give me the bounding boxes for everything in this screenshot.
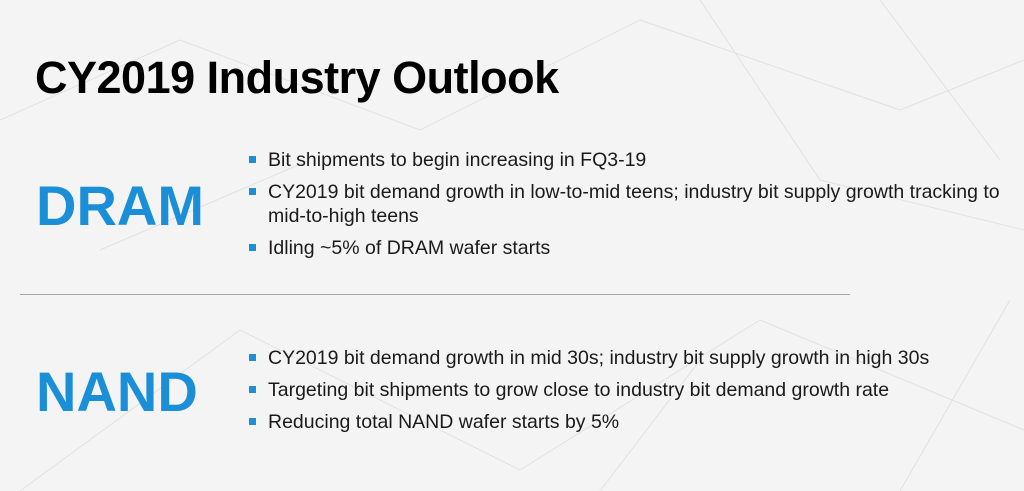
bullet-text: Idling ~5% of DRAM wafer starts <box>268 237 551 259</box>
section-divider <box>20 294 850 295</box>
nand-bullet: CY2019 bit demand growth in mid 30s; ind… <box>249 346 929 370</box>
nand-bullet: Targeting bit shipments to grow close to… <box>249 378 929 402</box>
bullet-square-icon <box>249 188 256 195</box>
bullet-square-icon <box>249 386 256 393</box>
bullet-text: Bit shipments to begin increasing in FQ3… <box>268 149 647 171</box>
bullet-square-icon <box>249 244 256 251</box>
bullet-text: Targeting bit shipments to grow close to… <box>268 379 890 401</box>
bullet-square-icon <box>249 418 256 425</box>
bullet-text: CY2019 bit demand growth in low-to-mid t… <box>268 181 1000 227</box>
bullet-text: CY2019 bit demand growth in mid 30s; ind… <box>268 347 930 369</box>
nand-bullet: Reducing total NAND wafer starts by 5% <box>249 410 929 434</box>
nand-heading: NAND <box>36 360 198 423</box>
bullet-text: Reducing total NAND wafer starts by 5% <box>268 411 620 433</box>
dram-bullet: Bit shipments to begin increasing in FQ3… <box>249 148 1024 172</box>
dram-bullet-list: Bit shipments to begin increasing in FQ3… <box>249 148 1024 268</box>
bullet-square-icon <box>249 354 256 361</box>
bullet-square-icon <box>249 156 256 163</box>
nand-bullet-list: CY2019 bit demand growth in mid 30s; ind… <box>249 346 929 442</box>
dram-bullet: Idling ~5% of DRAM wafer starts <box>249 236 1024 260</box>
slide-title: CY2019 Industry Outlook <box>35 52 559 103</box>
dram-heading: DRAM <box>36 174 204 237</box>
dram-bullet: CY2019 bit demand growth in low-to-mid t… <box>249 180 1024 228</box>
